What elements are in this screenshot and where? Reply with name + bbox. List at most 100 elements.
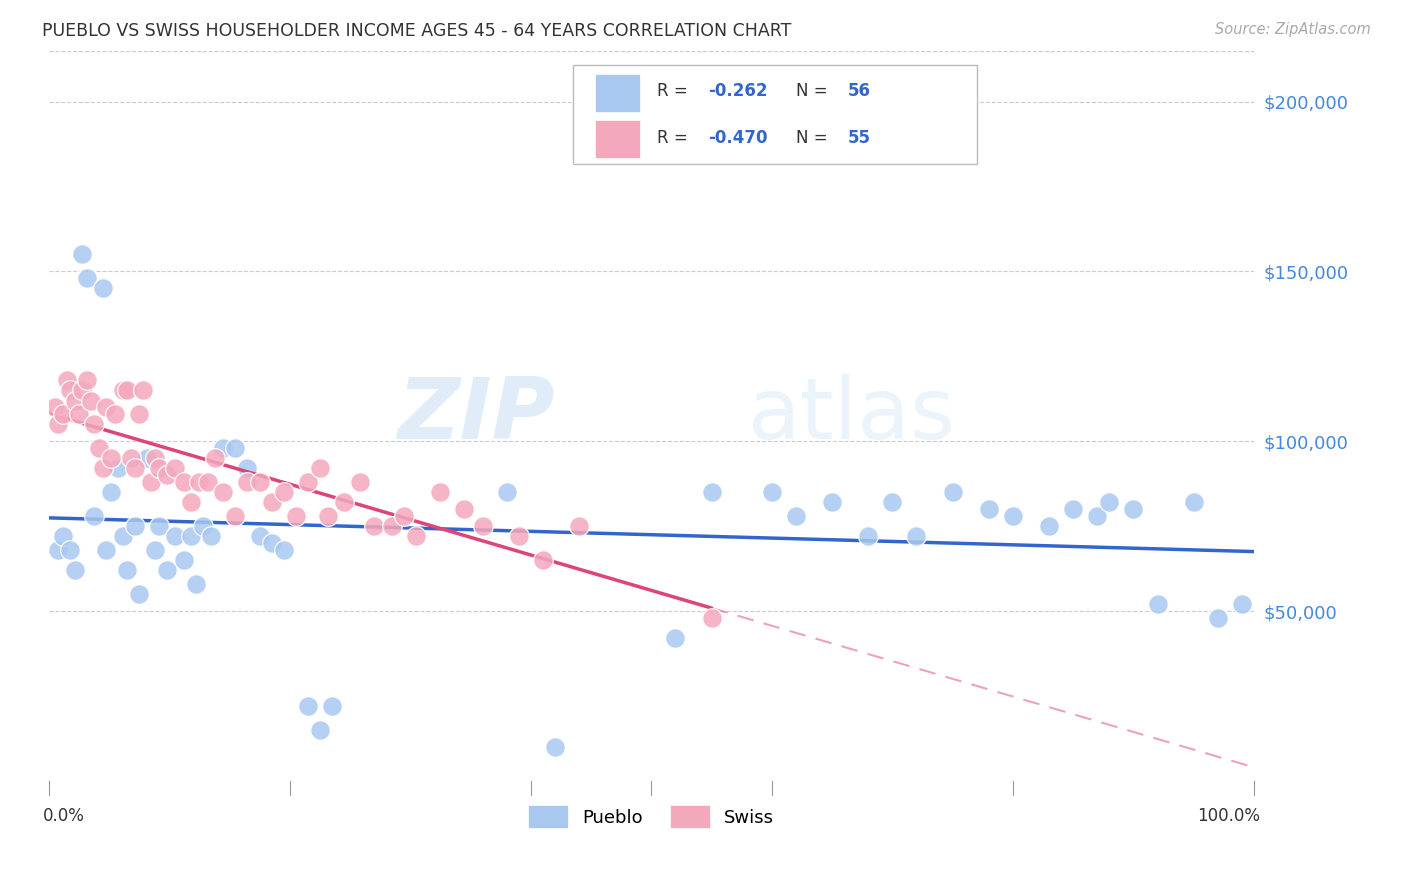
- Point: [363, 519, 385, 533]
- Point: [128, 587, 150, 601]
- Point: [858, 529, 880, 543]
- Point: [112, 529, 135, 543]
- Point: [83, 508, 105, 523]
- Point: [143, 543, 166, 558]
- Point: [429, 485, 451, 500]
- Point: [96, 543, 118, 558]
- Point: [120, 451, 142, 466]
- Text: N =: N =: [796, 82, 832, 101]
- Point: [700, 485, 723, 500]
- Point: [46, 417, 69, 432]
- Point: [544, 739, 567, 754]
- Point: [83, 417, 105, 432]
- Point: [156, 468, 179, 483]
- Point: [297, 475, 319, 489]
- Point: [72, 247, 94, 261]
- Point: [297, 699, 319, 714]
- Point: [184, 577, 207, 591]
- Point: [115, 563, 138, 577]
- Text: -0.262: -0.262: [709, 82, 768, 101]
- Point: [128, 407, 150, 421]
- Point: [942, 485, 965, 500]
- Point: [531, 553, 554, 567]
- Bar: [595, 74, 640, 112]
- Text: ZIP: ZIP: [398, 375, 555, 458]
- Point: [59, 543, 82, 558]
- Text: -0.470: -0.470: [709, 128, 768, 147]
- Point: [284, 508, 307, 523]
- Text: Source: ZipAtlas.com: Source: ZipAtlas.com: [1215, 22, 1371, 37]
- Point: [821, 495, 844, 509]
- Point: [76, 373, 98, 387]
- Point: [224, 441, 246, 455]
- Point: [260, 536, 283, 550]
- Point: [131, 384, 153, 398]
- Point: [273, 543, 295, 558]
- Point: [321, 699, 343, 714]
- Point: [148, 461, 170, 475]
- Point: [52, 529, 75, 543]
- Point: [63, 393, 86, 408]
- Point: [508, 529, 530, 543]
- Point: [100, 451, 122, 466]
- FancyBboxPatch shape: [572, 65, 977, 164]
- Point: [44, 401, 66, 415]
- Point: [115, 384, 138, 398]
- Point: [55, 373, 77, 387]
- Point: [224, 508, 246, 523]
- Point: [1001, 508, 1024, 523]
- Point: [180, 495, 202, 509]
- Point: [173, 553, 195, 567]
- Point: [156, 563, 179, 577]
- Text: N =: N =: [796, 128, 832, 147]
- Point: [1206, 611, 1229, 625]
- Point: [249, 475, 271, 489]
- Point: [212, 441, 235, 455]
- Point: [124, 461, 146, 475]
- Text: 56: 56: [848, 82, 870, 101]
- Point: [136, 451, 159, 466]
- Point: [664, 632, 686, 646]
- Point: [52, 407, 75, 421]
- Point: [212, 485, 235, 500]
- Point: [236, 461, 259, 475]
- Point: [165, 461, 187, 475]
- Point: [100, 485, 122, 500]
- Point: [91, 461, 114, 475]
- Point: [1098, 495, 1121, 509]
- Point: [107, 461, 129, 475]
- Point: [308, 461, 330, 475]
- Text: 100.0%: 100.0%: [1197, 807, 1260, 825]
- Point: [392, 508, 415, 523]
- Point: [59, 384, 82, 398]
- Point: [91, 281, 114, 295]
- Point: [72, 384, 94, 398]
- Point: [80, 393, 103, 408]
- Point: [1146, 597, 1168, 611]
- Point: [882, 495, 904, 509]
- Point: [1038, 519, 1060, 533]
- Text: atlas: atlas: [748, 375, 956, 458]
- Point: [173, 475, 195, 489]
- Text: PUEBLO VS SWISS HOUSEHOLDER INCOME AGES 45 - 64 YEARS CORRELATION CHART: PUEBLO VS SWISS HOUSEHOLDER INCOME AGES …: [42, 22, 792, 40]
- Point: [273, 485, 295, 500]
- Point: [104, 407, 127, 421]
- Point: [236, 475, 259, 489]
- Text: R =: R =: [657, 128, 693, 147]
- Point: [568, 519, 591, 533]
- Point: [977, 502, 1000, 516]
- Point: [180, 529, 202, 543]
- Point: [260, 495, 283, 509]
- Point: [200, 529, 222, 543]
- Point: [89, 441, 111, 455]
- Point: [471, 519, 494, 533]
- Point: [405, 529, 427, 543]
- Point: [1085, 508, 1108, 523]
- Point: [495, 485, 517, 500]
- Point: [1062, 502, 1084, 516]
- Point: [46, 543, 69, 558]
- Point: [197, 475, 219, 489]
- Point: [333, 495, 356, 509]
- Point: [76, 271, 98, 285]
- Point: [67, 407, 90, 421]
